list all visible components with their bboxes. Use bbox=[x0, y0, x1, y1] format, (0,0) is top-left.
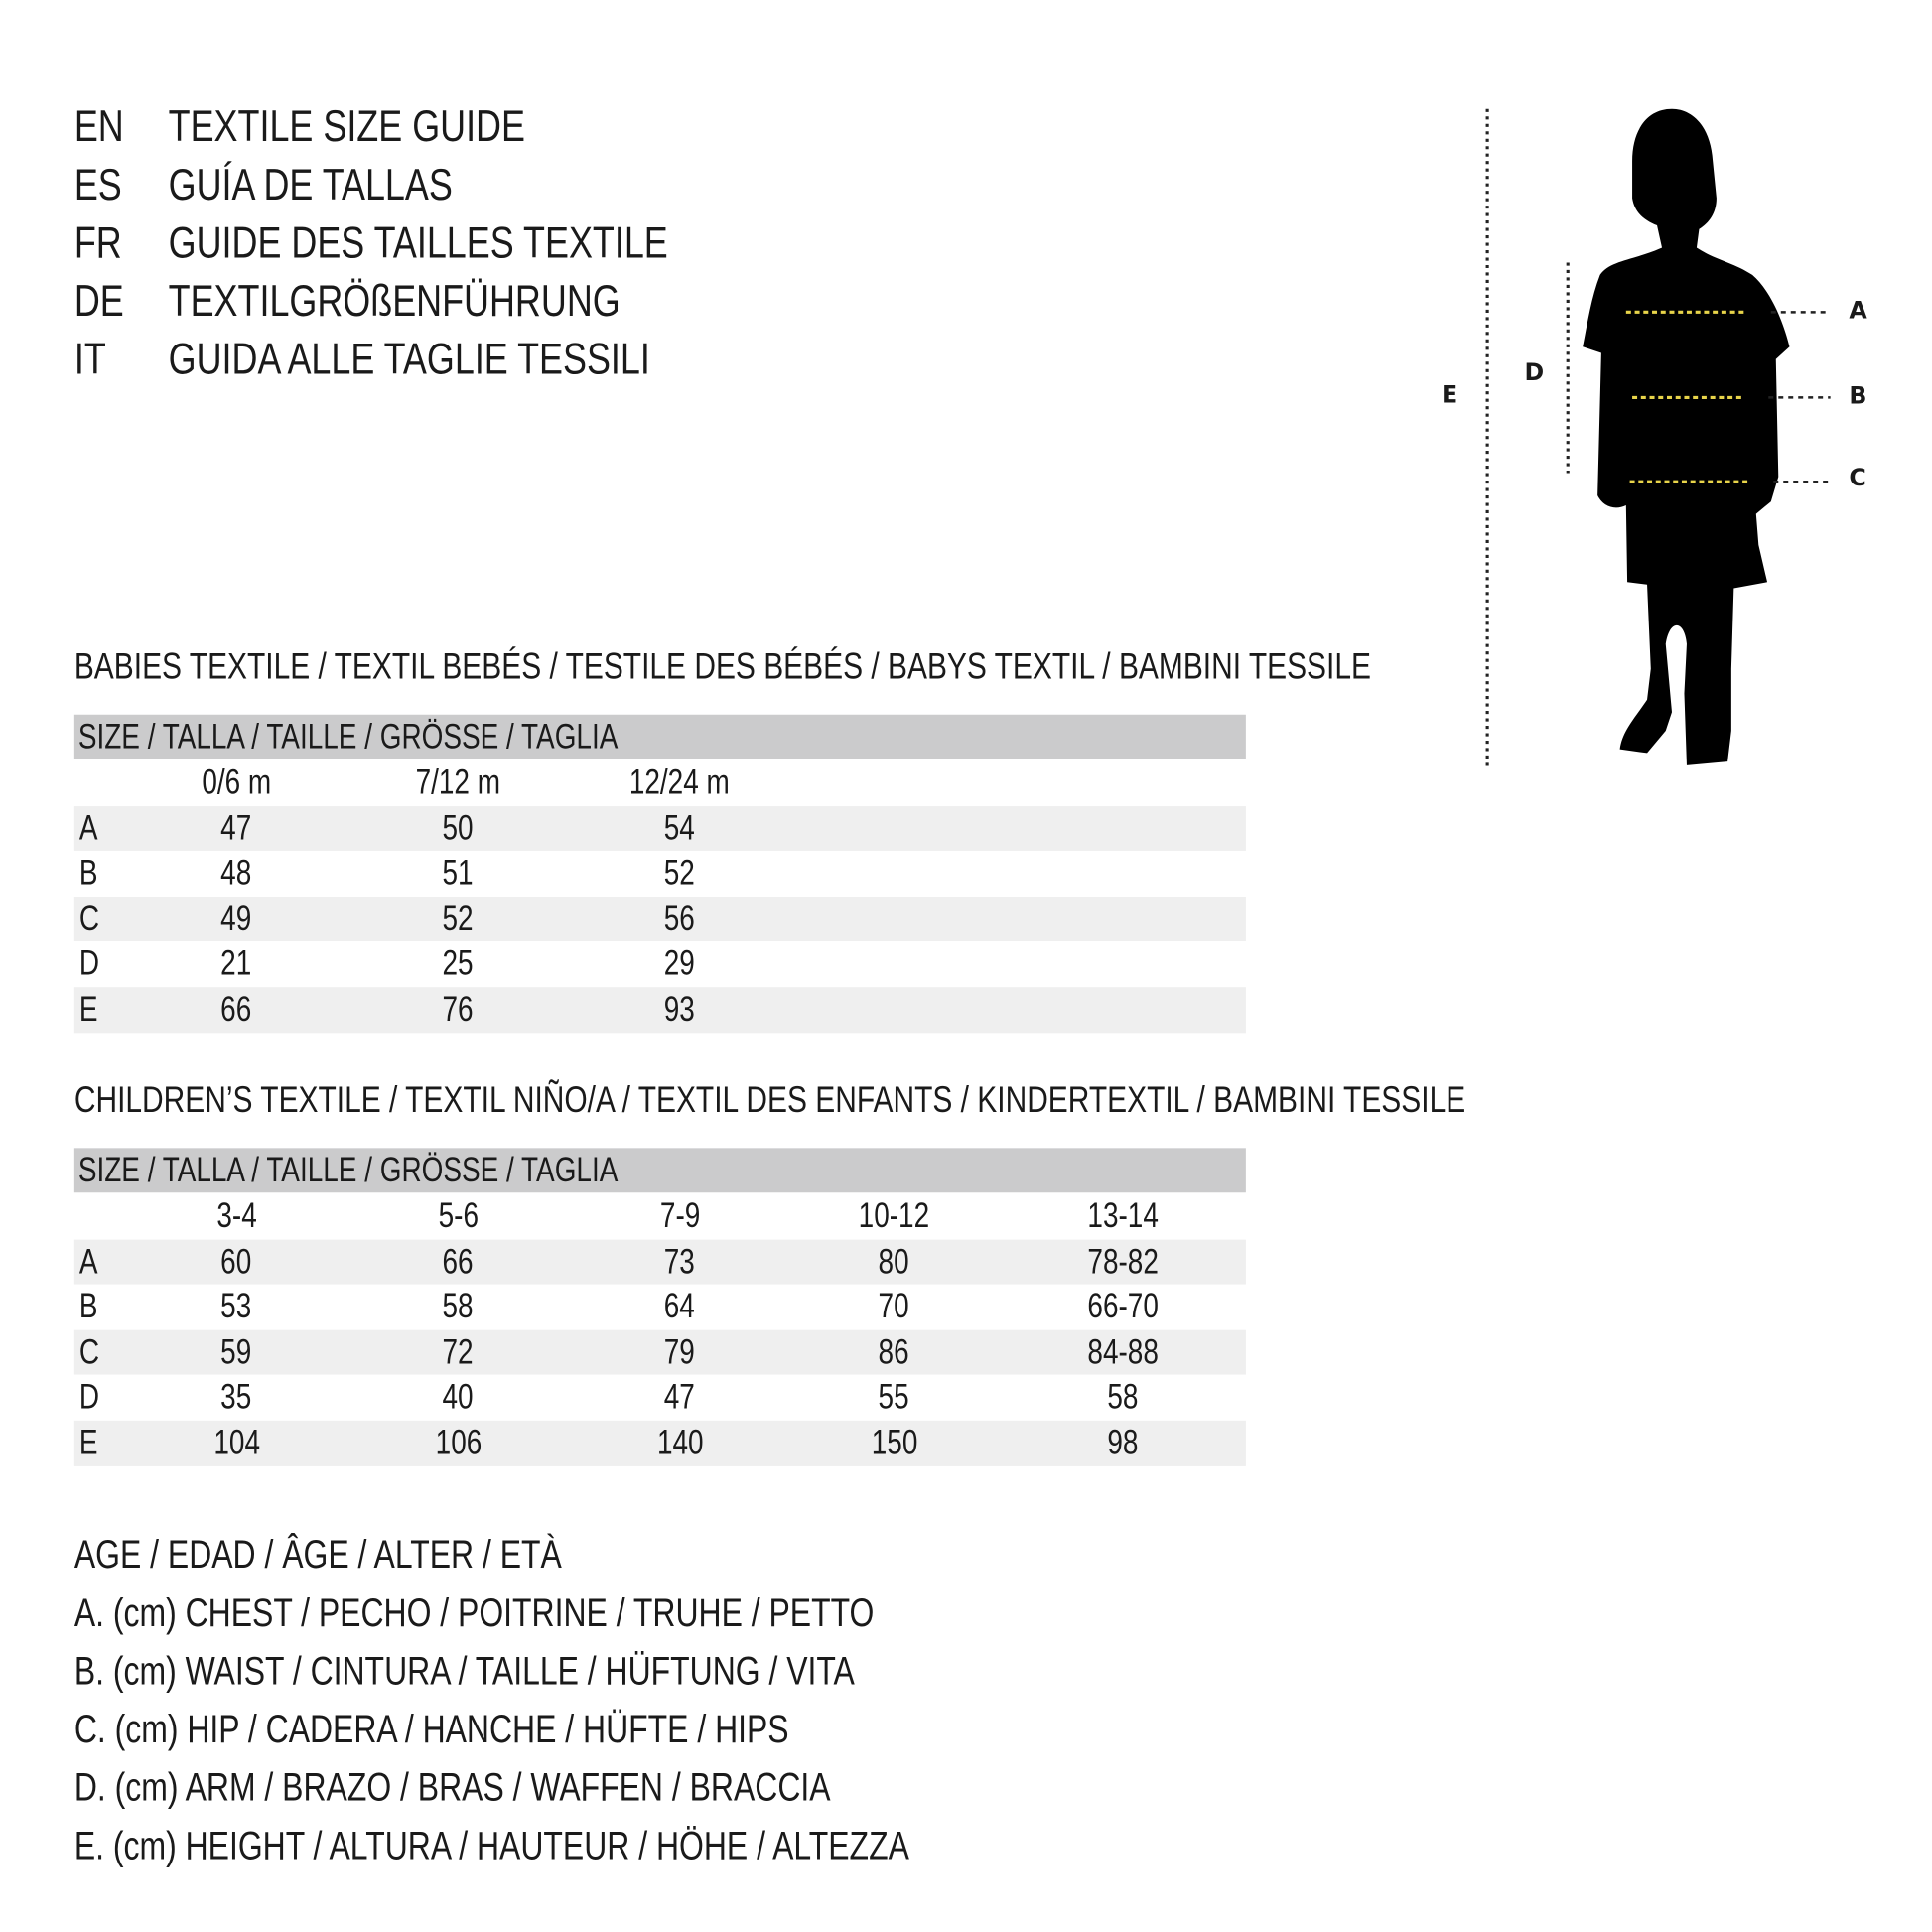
table-cell: 78-82 bbox=[1087, 1241, 1160, 1281]
table-cell: 66-70 bbox=[1087, 1287, 1160, 1325]
table-cell: 58 bbox=[1107, 1377, 1139, 1417]
child-silhouette-icon bbox=[1583, 108, 1790, 765]
column-header: 7/12 m bbox=[415, 762, 501, 802]
row-label: E bbox=[78, 989, 98, 1029]
column-header: 7-9 bbox=[659, 1195, 701, 1235]
table-cell: 58 bbox=[442, 1287, 475, 1325]
title-fr: GUIDE DES TAILLES TEXTILE bbox=[168, 216, 668, 268]
table-cell: 48 bbox=[220, 853, 252, 893]
table-row: B 48 51 52 bbox=[74, 851, 1246, 897]
row-label: D bbox=[78, 1377, 100, 1417]
table-cell: 66 bbox=[442, 1241, 475, 1281]
row-label: C bbox=[78, 1331, 100, 1371]
table-cell: 80 bbox=[879, 1241, 910, 1281]
table-cell: 49 bbox=[220, 898, 252, 938]
column-header: 12/24 m bbox=[629, 762, 731, 802]
table-row: D 35 40 47 55 58 bbox=[74, 1375, 1246, 1421]
column-header: 3-4 bbox=[216, 1195, 257, 1235]
table-cell: 76 bbox=[442, 989, 475, 1029]
figure-label-d: D bbox=[1524, 358, 1545, 387]
row-label: A bbox=[78, 808, 98, 847]
babies-size-header: SIZE / TALLA / TAILLE / GRÖSSE / TAGLIA bbox=[73, 714, 1246, 759]
table-cell: 40 bbox=[442, 1377, 475, 1417]
row-label: C bbox=[78, 898, 100, 938]
table-cell: 35 bbox=[220, 1377, 252, 1417]
column-header: 10-12 bbox=[858, 1195, 930, 1235]
table-cell: 66 bbox=[220, 989, 252, 1029]
row-label: B bbox=[78, 853, 98, 893]
table-cell: 47 bbox=[664, 1377, 696, 1417]
table-row: C 59 72 79 86 84-88 bbox=[73, 1329, 1246, 1376]
table-cell: 59 bbox=[220, 1331, 252, 1371]
table-cell: 51 bbox=[442, 853, 475, 893]
column-header-row: 3-4 5-6 7-9 10-12 13-14 bbox=[74, 1193, 1246, 1239]
figure-label-e: E bbox=[1441, 381, 1458, 409]
title-es: GUÍA DE TALLAS bbox=[168, 158, 453, 209]
table-row: D 21 25 29 bbox=[74, 942, 1246, 988]
table-cell: 53 bbox=[220, 1287, 252, 1325]
title-lang-en: EN bbox=[73, 100, 124, 152]
table-cell: 52 bbox=[442, 898, 475, 938]
table-cell: 104 bbox=[212, 1423, 260, 1461]
legend-arm: D. (cm) ARM / BRAZO / BRAS / WAFFEN / BR… bbox=[73, 1764, 831, 1810]
table-cell: 98 bbox=[1107, 1423, 1139, 1461]
row-label: E bbox=[78, 1423, 98, 1461]
table-cell: 150 bbox=[871, 1423, 917, 1461]
title-it: GUIDA ALLE TAGLIE TESSILI bbox=[168, 333, 650, 384]
row-label: A bbox=[78, 1241, 98, 1281]
table-cell: 73 bbox=[664, 1241, 696, 1281]
title-lang-fr: FR bbox=[73, 216, 122, 268]
title-en: TEXTILE SIZE GUIDE bbox=[168, 100, 525, 152]
table-cell: 70 bbox=[879, 1287, 910, 1325]
title-de: TEXTILGRÖßENFÜHRUNG bbox=[168, 274, 621, 327]
babies-heading: BABIES TEXTILE / TEXTIL BEBÉS / TESTILE … bbox=[73, 646, 1371, 688]
column-header-row: 0/6 m 7/12 m 12/24 m bbox=[74, 760, 1246, 806]
table-cell: 86 bbox=[879, 1331, 910, 1371]
figure-label-a: A bbox=[1849, 297, 1867, 325]
table-cell: 47 bbox=[220, 808, 252, 847]
child-measurement-figure bbox=[1485, 108, 1831, 768]
children-size-header: SIZE / TALLA / TAILLE / GRÖSSE / TAGLIA bbox=[73, 1148, 1246, 1193]
table-cell: 72 bbox=[442, 1331, 475, 1371]
table-cell: 60 bbox=[220, 1241, 252, 1281]
table-cell: 79 bbox=[664, 1331, 696, 1371]
table-row: E 66 76 93 bbox=[73, 987, 1246, 1033]
figure-label-b: B bbox=[1849, 382, 1867, 410]
table-cell: 52 bbox=[664, 853, 696, 893]
legend-height: E. (cm) HEIGHT / ALTURA / HAUTEUR / HÖHE… bbox=[73, 1823, 909, 1868]
table-row: C 49 52 56 bbox=[73, 896, 1246, 942]
table-row: B 53 58 64 70 66-70 bbox=[74, 1285, 1246, 1330]
title-lang-it: IT bbox=[73, 333, 106, 384]
table-cell: 21 bbox=[220, 944, 252, 983]
column-header: 13-14 bbox=[1087, 1195, 1160, 1235]
table-cell: 55 bbox=[879, 1377, 910, 1417]
row-label: B bbox=[78, 1287, 98, 1325]
legend-hip: C. (cm) HIP / CADERA / HANCHE / HÜFTE / … bbox=[73, 1706, 789, 1751]
column-header: 0/6 m bbox=[202, 762, 272, 802]
title-lang-es: ES bbox=[73, 158, 122, 209]
figure-label-c: C bbox=[1849, 464, 1866, 492]
table-row: A 47 50 54 bbox=[73, 805, 1246, 852]
row-label: D bbox=[78, 944, 100, 983]
table-row: A 60 66 73 80 78-82 bbox=[73, 1239, 1246, 1285]
table-cell: 140 bbox=[656, 1423, 704, 1461]
table-cell: 84-88 bbox=[1087, 1331, 1160, 1371]
column-header: 5-6 bbox=[438, 1195, 479, 1235]
table-cell: 64 bbox=[664, 1287, 696, 1325]
table-row: E 104 106 140 150 98 bbox=[73, 1420, 1246, 1466]
table-cell: 106 bbox=[435, 1423, 482, 1461]
table-cell: 50 bbox=[442, 808, 475, 847]
table-cell: 29 bbox=[664, 944, 696, 983]
title-lang-de: DE bbox=[73, 274, 124, 327]
legend-waist: B. (cm) WAIST / CINTURA / TAILLE / HÜFTU… bbox=[73, 1648, 855, 1694]
legend-chest: A. (cm) CHEST / PECHO / POITRINE / TRUHE… bbox=[73, 1589, 875, 1635]
table-cell: 25 bbox=[442, 944, 475, 983]
table-cell: 56 bbox=[664, 898, 696, 938]
legend-age: AGE / EDAD / ÂGE / ALTER / ETÀ bbox=[73, 1532, 562, 1577]
table-cell: 93 bbox=[664, 989, 696, 1029]
children-heading: CHILDREN’S TEXTILE / TEXTIL NIÑO/A / TEX… bbox=[73, 1079, 1466, 1121]
table-cell: 54 bbox=[664, 808, 696, 847]
